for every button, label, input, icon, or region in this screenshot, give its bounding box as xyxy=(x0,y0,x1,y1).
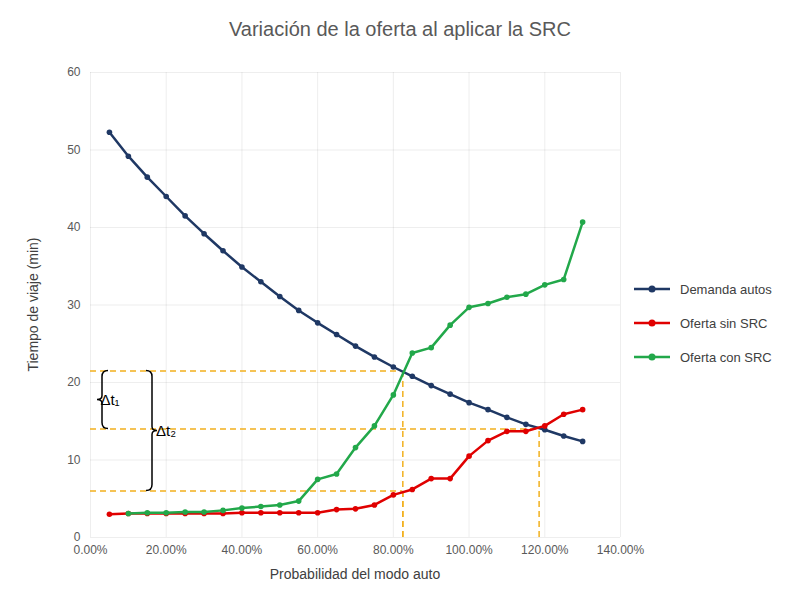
svg-text:Δt₂: Δt₂ xyxy=(156,422,176,439)
svg-text:30: 30 xyxy=(67,298,81,312)
svg-text:20.00%: 20.00% xyxy=(146,543,187,557)
html-text:Variación de la oferta al apli: Variación de la oferta al aplicar la SRC xyxy=(229,18,571,40)
svg-text:140.00%: 140.00% xyxy=(597,543,645,557)
svg-text:40.00%: 40.00% xyxy=(222,543,263,557)
svg-text:60.00%: 60.00% xyxy=(297,543,338,557)
svg-text:50: 50 xyxy=(67,143,81,157)
svg-text:120.00%: 120.00% xyxy=(521,543,569,557)
svg-text:20: 20 xyxy=(67,375,81,389)
svg-text:60: 60 xyxy=(67,65,81,79)
svg-text:40: 40 xyxy=(67,220,81,234)
svg-text:Tiempo de viaje (min): Tiempo de viaje (min) xyxy=(25,237,41,371)
svg-text:Δt₁: Δt₁ xyxy=(100,391,119,408)
html-text:Oferta con SRC: Oferta con SRC xyxy=(680,349,772,365)
svg-text:80.00%: 80.00% xyxy=(373,543,414,557)
html-text:Oferta sin SRC: Oferta sin SRC xyxy=(680,315,768,331)
svg-text:10: 10 xyxy=(67,453,81,467)
svg-text:0.00%: 0.00% xyxy=(73,543,107,557)
html-text:Demanda autos: Demanda autos xyxy=(680,281,772,297)
svg-text:Probabilidad del modo auto: Probabilidad del modo auto xyxy=(270,566,441,582)
svg-text:0: 0 xyxy=(73,530,81,545)
svg-text:100.00%: 100.00% xyxy=(445,543,493,557)
